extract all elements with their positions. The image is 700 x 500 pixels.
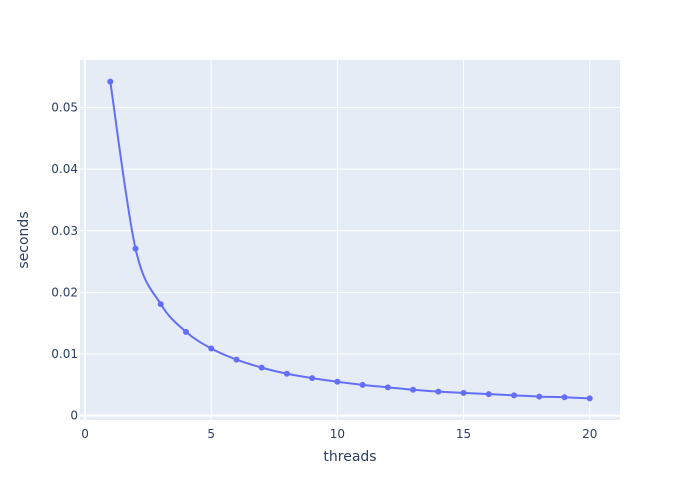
data-point [435, 388, 442, 395]
x-tick-label: 10 [330, 427, 345, 441]
data-point [208, 345, 215, 352]
series-layer [107, 78, 593, 402]
y-tick-label: 0.04 [51, 162, 78, 176]
data-point [309, 375, 316, 382]
data-point [132, 245, 139, 252]
x-tick-label: 20 [582, 427, 597, 441]
series-line [109, 81, 590, 400]
data-point [384, 384, 391, 391]
y-tick-label: 0.05 [51, 100, 78, 114]
y-gridlines [80, 106, 620, 417]
y-tick-labels: 0 0.01 0.02 0.03 0.04 0.05 [51, 100, 78, 422]
data-point [359, 381, 366, 388]
x-gridlines [84, 60, 591, 420]
x-tick-label: 0 [81, 427, 89, 441]
data-point [536, 393, 543, 400]
x-tick-label: 5 [207, 427, 215, 441]
data-point [157, 301, 164, 308]
x-tick-label: 15 [456, 427, 471, 441]
y-axis-title: seconds [16, 211, 32, 268]
data-point [586, 395, 593, 402]
data-point [334, 378, 341, 385]
data-point [233, 356, 240, 363]
data-point [485, 391, 492, 398]
data-point [107, 78, 114, 85]
plot-background [80, 60, 620, 420]
y-tick-label: 0 [70, 409, 78, 423]
y-tick-label: 0.02 [51, 285, 78, 299]
x-tick-labels: 0 5 10 15 20 [81, 427, 597, 441]
data-point [460, 389, 467, 396]
data-point [561, 394, 568, 401]
data-point [283, 370, 290, 377]
data-point [182, 328, 189, 335]
x-axis-title: threads [323, 449, 376, 465]
y-tick-label: 0.01 [51, 347, 78, 361]
data-point [410, 386, 417, 393]
data-point [258, 364, 265, 371]
data-point [511, 392, 518, 399]
y-tick-label: 0.03 [51, 224, 78, 238]
